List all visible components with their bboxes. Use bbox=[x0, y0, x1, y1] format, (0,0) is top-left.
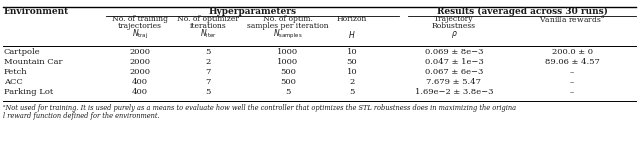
Text: 5: 5 bbox=[205, 48, 211, 56]
Text: trajectories: trajectories bbox=[118, 22, 162, 30]
Text: Vanilla rewards$^a$: Vanilla rewards$^a$ bbox=[539, 14, 605, 24]
Text: Fetch: Fetch bbox=[4, 68, 28, 76]
Text: 89.06 ± 4.57: 89.06 ± 4.57 bbox=[545, 58, 600, 66]
Text: 500: 500 bbox=[280, 78, 296, 86]
Text: Results (averaged across 30 runs): Results (averaged across 30 runs) bbox=[436, 6, 607, 16]
Text: 7: 7 bbox=[205, 68, 211, 76]
Text: 500: 500 bbox=[280, 68, 296, 76]
Text: ᵃNot used for training. It is used purely as a means to evaluate how well the co: ᵃNot used for training. It is used purel… bbox=[3, 104, 516, 112]
Text: –: – bbox=[570, 78, 574, 86]
Text: 1000: 1000 bbox=[277, 58, 299, 66]
Text: 2000: 2000 bbox=[129, 48, 150, 56]
Text: Parking Lot: Parking Lot bbox=[4, 88, 53, 96]
Text: ACC: ACC bbox=[4, 78, 23, 86]
Text: $N_\mathrm{iter}$: $N_\mathrm{iter}$ bbox=[200, 28, 216, 40]
Text: $N_\mathrm{samples}$: $N_\mathrm{samples}$ bbox=[273, 28, 303, 41]
Text: 1000: 1000 bbox=[277, 48, 299, 56]
Text: $H$: $H$ bbox=[348, 29, 356, 40]
Text: samples per iteration: samples per iteration bbox=[247, 22, 329, 30]
Text: $\rho$: $\rho$ bbox=[451, 29, 458, 40]
Text: 1.69e−2 ± 3.8e−3: 1.69e−2 ± 3.8e−3 bbox=[415, 88, 493, 96]
Text: Trajectory: Trajectory bbox=[435, 15, 474, 23]
Text: 0.067 ± 6e−3: 0.067 ± 6e−3 bbox=[425, 68, 483, 76]
Text: 0.069 ± 8e−3: 0.069 ± 8e−3 bbox=[425, 48, 483, 56]
Text: –: – bbox=[570, 88, 574, 96]
Text: 2: 2 bbox=[205, 58, 211, 66]
Text: l reward function defined for the environment.: l reward function defined for the enviro… bbox=[3, 112, 159, 120]
Text: Hyperparameters: Hyperparameters bbox=[209, 7, 296, 16]
Text: 7.679 ± 5.47: 7.679 ± 5.47 bbox=[426, 78, 481, 86]
Text: 400: 400 bbox=[132, 78, 148, 86]
Text: Mountain Car: Mountain Car bbox=[4, 58, 63, 66]
Text: Robustness: Robustness bbox=[432, 22, 476, 30]
Text: 2000: 2000 bbox=[129, 68, 150, 76]
Text: $N_\mathrm{traj}$: $N_\mathrm{traj}$ bbox=[132, 28, 148, 41]
Text: No. of optim.: No. of optim. bbox=[263, 15, 313, 23]
Text: 5: 5 bbox=[349, 88, 355, 96]
Text: Environment: Environment bbox=[4, 7, 69, 16]
Text: –: – bbox=[570, 68, 574, 76]
Text: 5: 5 bbox=[205, 88, 211, 96]
Text: No. of optimizer: No. of optimizer bbox=[177, 15, 239, 23]
Text: 200.0 ± 0: 200.0 ± 0 bbox=[552, 48, 593, 56]
Text: 2000: 2000 bbox=[129, 58, 150, 66]
Text: 5: 5 bbox=[285, 88, 291, 96]
Text: No. of training: No. of training bbox=[112, 15, 168, 23]
Text: 0.047 ± 1e−3: 0.047 ± 1e−3 bbox=[424, 58, 483, 66]
Text: 2: 2 bbox=[349, 78, 355, 86]
Text: 400: 400 bbox=[132, 88, 148, 96]
Text: 50: 50 bbox=[347, 58, 357, 66]
Text: 10: 10 bbox=[347, 48, 357, 56]
Text: Cartpole: Cartpole bbox=[4, 48, 40, 56]
Text: 7: 7 bbox=[205, 78, 211, 86]
Text: 10: 10 bbox=[347, 68, 357, 76]
Text: Horizon: Horizon bbox=[337, 15, 367, 23]
Text: iterations: iterations bbox=[189, 22, 227, 30]
